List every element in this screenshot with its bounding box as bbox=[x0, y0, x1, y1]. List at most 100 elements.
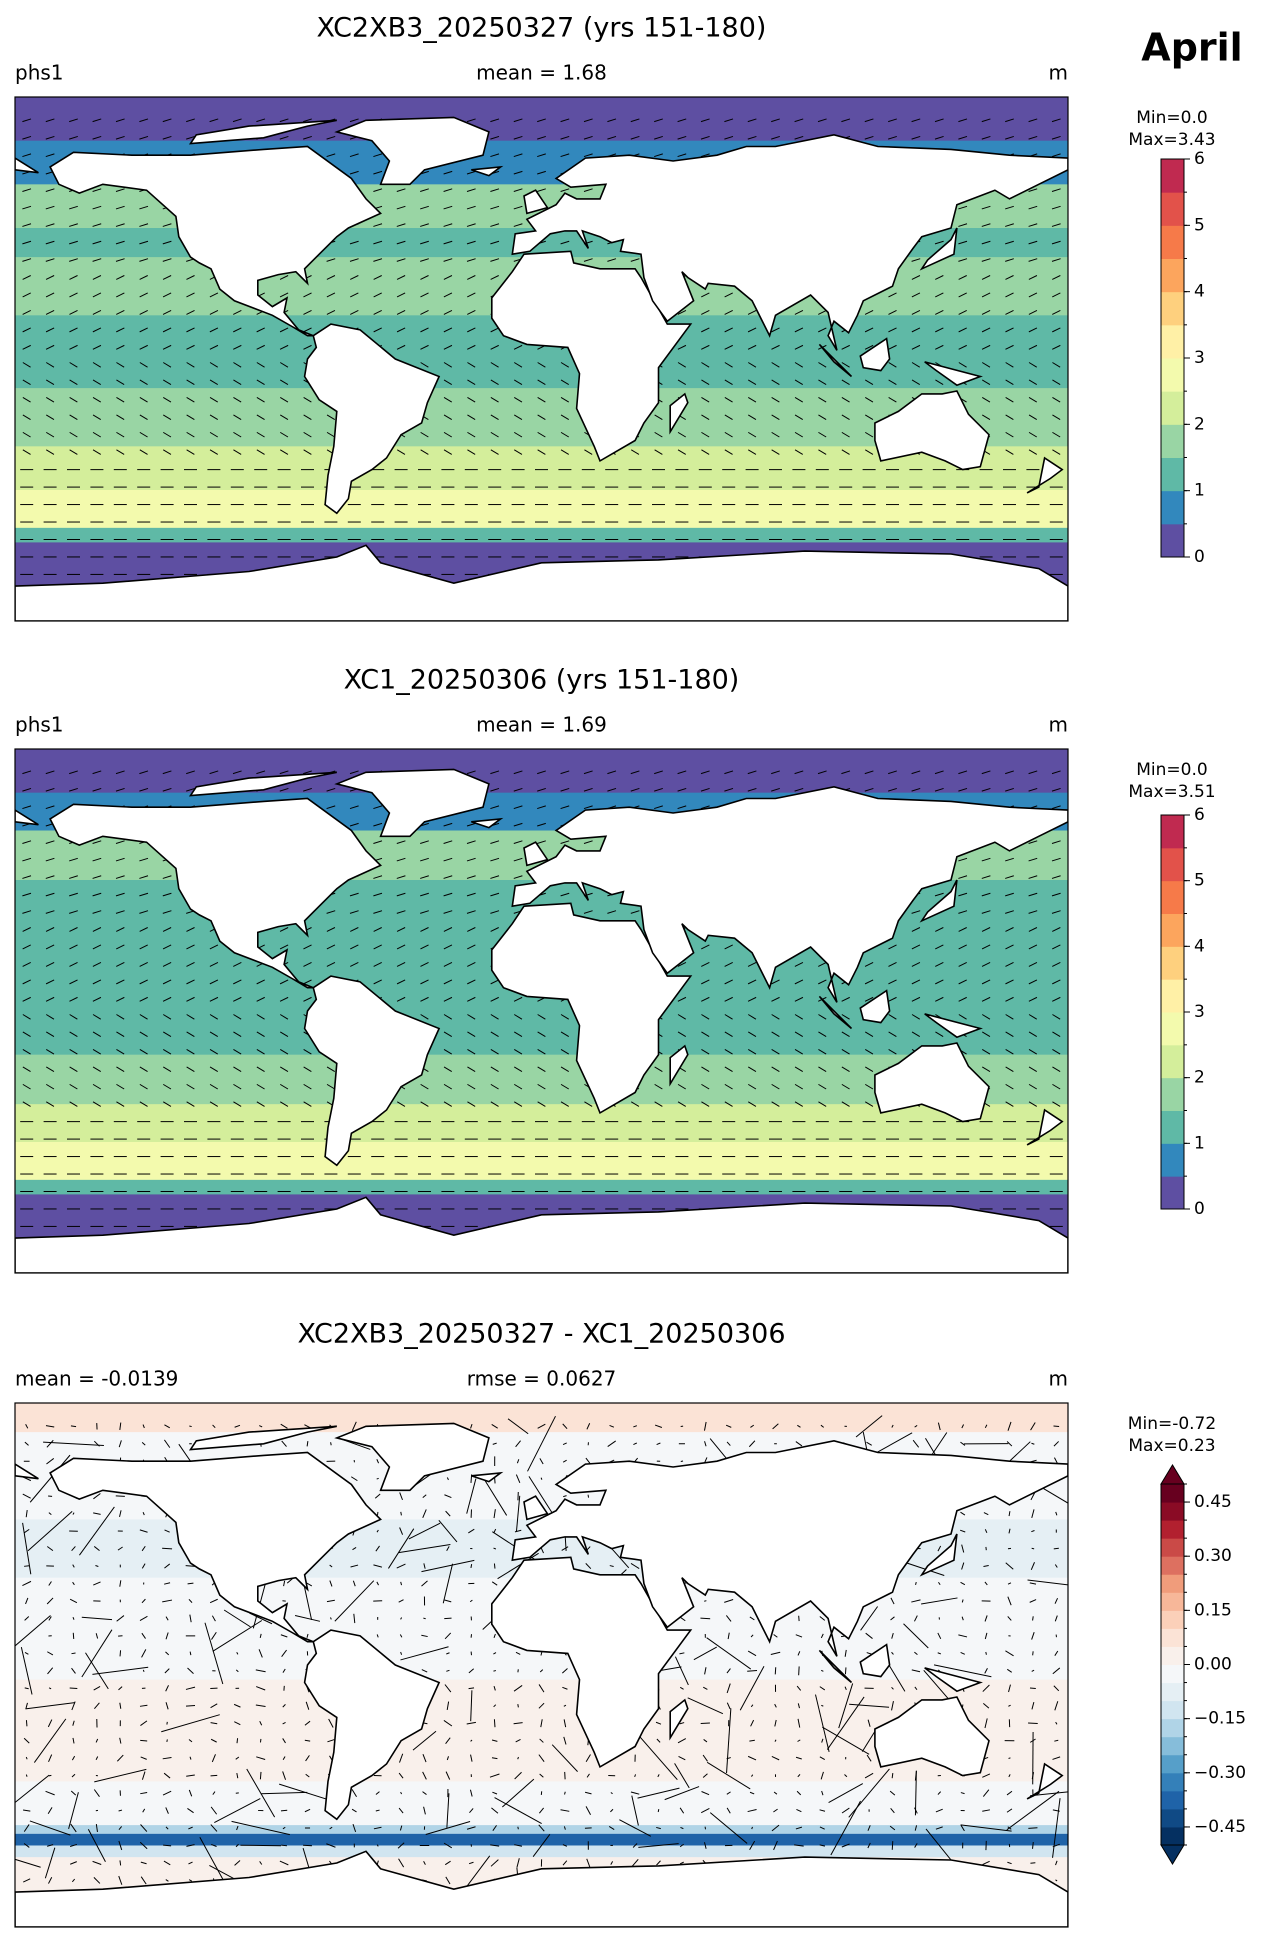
wind-arrow bbox=[747, 1755, 757, 1761]
wind-arrow bbox=[585, 1806, 591, 1815]
wind-arrow bbox=[399, 1753, 404, 1763]
wind-arrow bbox=[656, 1860, 661, 1866]
wind-arrow bbox=[513, 1101, 523, 1107]
wind-arrow bbox=[513, 1031, 523, 1038]
wind-arrow bbox=[960, 1824, 1012, 1832]
wind-arrow bbox=[162, 1031, 172, 1038]
wind-arrow bbox=[116, 1083, 125, 1090]
wind-arrow bbox=[724, 431, 733, 438]
wind-arrow bbox=[119, 1650, 122, 1657]
wind-arrow bbox=[830, 1800, 861, 1856]
wind-arrow bbox=[279, 414, 289, 420]
wind-arrow bbox=[93, 1546, 100, 1552]
wind-arrow bbox=[724, 135, 734, 140]
wind-arrow bbox=[443, 1083, 453, 1090]
land bbox=[669, 1698, 689, 1741]
wind-arrow bbox=[349, 258, 359, 262]
wind-arrow bbox=[22, 1049, 31, 1055]
wind-arrow bbox=[87, 1829, 106, 1862]
wind-arrow bbox=[93, 1512, 101, 1515]
wind-arrow bbox=[1028, 344, 1038, 350]
wind-arrow bbox=[22, 344, 31, 350]
wind-arrow bbox=[607, 258, 617, 262]
wind-arrow bbox=[679, 1861, 684, 1865]
wind-arrow bbox=[773, 1840, 778, 1851]
wind-arrow bbox=[188, 1789, 193, 1797]
wind-arrow bbox=[469, 1789, 473, 1797]
wind-arrow bbox=[726, 1708, 732, 1774]
wind-arrow bbox=[888, 362, 897, 368]
wind-arrow bbox=[586, 1773, 590, 1778]
wind-arrow bbox=[209, 1598, 218, 1604]
wind-arrow bbox=[607, 787, 617, 792]
wind-arrow bbox=[935, 275, 944, 280]
wind-arrow bbox=[724, 344, 733, 350]
wind-arrow bbox=[1028, 414, 1038, 420]
wind-arrow bbox=[421, 1580, 428, 1587]
right-label: m bbox=[1049, 61, 1068, 85]
wind-arrow bbox=[306, 1633, 309, 1638]
wind-arrow bbox=[119, 1510, 122, 1518]
wind-arrow bbox=[540, 1477, 543, 1480]
wind-arrow bbox=[677, 362, 687, 368]
wind-arrow bbox=[1028, 1827, 1038, 1829]
wind-arrow bbox=[794, 135, 804, 140]
wind-arrow bbox=[751, 1826, 753, 1830]
wind-arrow bbox=[983, 1512, 989, 1516]
colorbar-segment bbox=[1161, 225, 1184, 259]
wind-arrow bbox=[818, 362, 827, 368]
wind-arrow bbox=[747, 787, 757, 792]
wind-arrow bbox=[934, 787, 944, 792]
wind-arrow bbox=[466, 1721, 476, 1725]
wind-arrow bbox=[303, 414, 312, 420]
wind-arrow bbox=[984, 1615, 988, 1622]
wind-arrow bbox=[891, 1424, 894, 1428]
wind-arrow bbox=[283, 1580, 286, 1587]
wind-arrow bbox=[375, 1791, 380, 1795]
wind-arrow bbox=[33, 1718, 67, 1763]
wind-arrow bbox=[258, 1649, 263, 1658]
wind-arrow bbox=[610, 1792, 613, 1795]
wind-arrow bbox=[259, 1425, 263, 1428]
wind-arrow bbox=[116, 996, 125, 1002]
wind-arrow bbox=[537, 135, 546, 140]
wind-arrow bbox=[23, 1878, 31, 1883]
wind-arrow bbox=[584, 1791, 592, 1795]
wind-arrow bbox=[891, 1686, 894, 1690]
wind-arrow bbox=[139, 205, 149, 210]
wind-arrow bbox=[328, 1718, 334, 1728]
wind-arrow bbox=[821, 1704, 824, 1707]
wind-arrow bbox=[490, 223, 500, 227]
wind-arrow bbox=[115, 135, 125, 140]
wind-arrow bbox=[165, 1685, 169, 1692]
wind-arrow bbox=[911, 1014, 921, 1020]
wind-arrow bbox=[468, 1861, 474, 1865]
wind-arrow bbox=[891, 1841, 894, 1850]
wind-arrow bbox=[674, 1656, 689, 1686]
wind-arrow bbox=[490, 1031, 499, 1038]
wind-arrow bbox=[399, 1492, 403, 1501]
wind-arrow bbox=[959, 1529, 966, 1533]
wind-arrow bbox=[633, 1425, 638, 1428]
wind-arrow bbox=[1030, 1791, 1068, 1797]
wind-arrow bbox=[1005, 1014, 1014, 1020]
wind-arrow bbox=[92, 223, 102, 227]
wind-arrow bbox=[794, 1049, 804, 1055]
wind-arrow bbox=[46, 1546, 54, 1552]
wind-arrow bbox=[771, 1083, 780, 1090]
wind-arrow bbox=[771, 1014, 780, 1020]
wind-arrow bbox=[164, 1563, 171, 1569]
center-label: mean = 1.68 bbox=[476, 61, 607, 85]
wind-arrow bbox=[703, 1739, 708, 1743]
wind-arrow bbox=[888, 344, 897, 350]
wind-arrow bbox=[420, 431, 429, 438]
wind-arrow bbox=[420, 857, 429, 862]
wind-arrow bbox=[1055, 1860, 1058, 1866]
wind-arrow bbox=[467, 979, 476, 985]
wind-arrow bbox=[279, 979, 289, 985]
wind-arrow bbox=[69, 961, 78, 967]
wind-arrow bbox=[69, 875, 78, 879]
wind-arrow bbox=[654, 805, 663, 810]
wind-arrow bbox=[398, 1599, 404, 1603]
wind-arrow bbox=[794, 770, 804, 775]
